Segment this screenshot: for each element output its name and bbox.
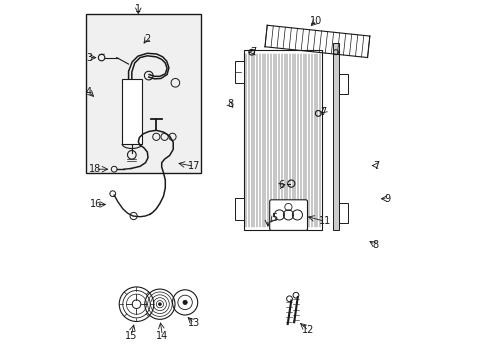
Text: 3: 3 xyxy=(86,53,92,63)
Circle shape xyxy=(158,303,161,306)
Bar xyxy=(244,50,321,230)
Text: 2: 2 xyxy=(144,33,150,44)
Text: 12: 12 xyxy=(302,325,314,336)
Text: 15: 15 xyxy=(124,330,137,341)
Circle shape xyxy=(183,300,187,305)
Text: 1: 1 xyxy=(135,4,141,14)
Text: 11: 11 xyxy=(318,216,330,226)
Text: 7: 7 xyxy=(372,161,378,171)
Bar xyxy=(122,79,142,144)
Text: 7: 7 xyxy=(249,47,256,57)
Bar xyxy=(332,43,339,230)
Text: 5: 5 xyxy=(270,213,277,223)
Bar xyxy=(235,198,244,220)
Bar xyxy=(339,203,347,223)
Text: 6: 6 xyxy=(278,180,284,190)
Text: 8: 8 xyxy=(226,99,233,109)
Text: 9: 9 xyxy=(384,194,390,204)
Text: 14: 14 xyxy=(156,330,168,341)
Bar xyxy=(86,14,201,173)
Text: 17: 17 xyxy=(187,161,200,171)
Text: 4: 4 xyxy=(86,87,92,97)
Bar xyxy=(339,74,347,94)
Bar xyxy=(235,61,244,83)
Text: 16: 16 xyxy=(90,199,102,210)
Text: 8: 8 xyxy=(371,240,378,250)
FancyBboxPatch shape xyxy=(269,200,307,230)
Text: 10: 10 xyxy=(310,15,322,26)
Text: 13: 13 xyxy=(187,318,200,328)
Text: 18: 18 xyxy=(89,164,101,174)
Text: 7: 7 xyxy=(319,107,325,117)
